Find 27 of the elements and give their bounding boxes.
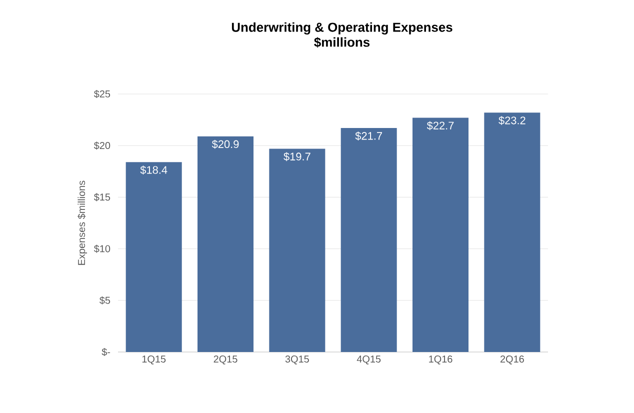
chart-title: Underwriting & Operating Expenses [232, 22, 452, 34]
y-tick-label: $15 [94, 193, 110, 202]
data-label: $21.7 [355, 132, 382, 140]
bar [412, 118, 469, 352]
x-tick-label: 1Q16 [429, 356, 452, 364]
x-tick-label: 3Q15 [285, 356, 309, 364]
data-label: $18.4 [140, 166, 168, 175]
data-label: $20.9 [212, 140, 239, 149]
bar [340, 128, 397, 352]
y-tick-label: $- [102, 348, 110, 356]
bar [484, 112, 540, 352]
bar [198, 136, 254, 352]
y-tick-label: $25 [94, 90, 110, 98]
y-tick-label: $5 [100, 296, 110, 304]
y-tick-label: $10 [94, 244, 110, 253]
y-axis-title: Expenses $millions [78, 180, 88, 265]
bar [269, 148, 326, 352]
x-tick-label: 2Q15 [214, 356, 238, 364]
data-label: $23.2 [498, 116, 526, 125]
bar [126, 162, 182, 352]
x-tick-label: 2Q16 [500, 356, 524, 364]
chart-subtitle: $millions [314, 37, 370, 48]
x-tick-label: 4Q15 [356, 356, 381, 364]
data-label: $22.7 [426, 121, 454, 130]
y-tick-label: $20 [94, 142, 110, 150]
x-tick-label: 1Q15 [142, 356, 166, 364]
data-label: $19.7 [284, 152, 310, 162]
